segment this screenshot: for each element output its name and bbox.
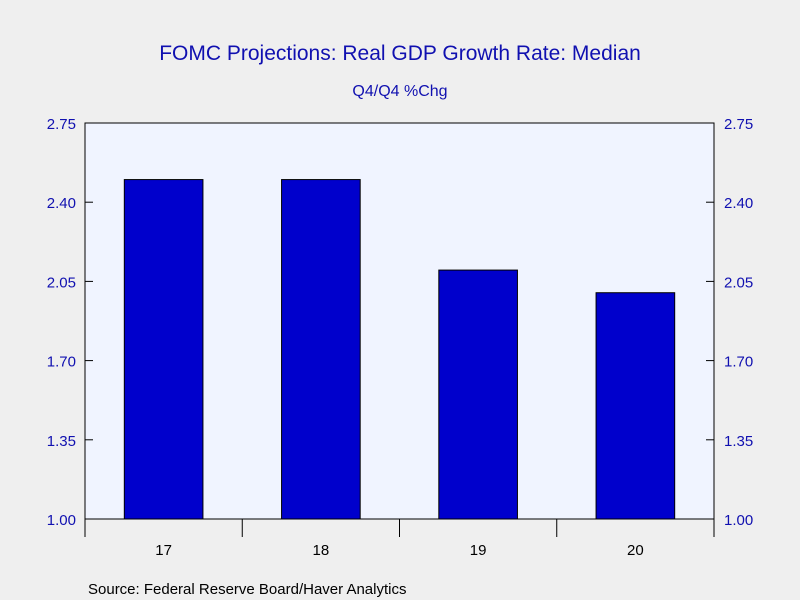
y-axis-right: 1.00 1.35 1.70 2.05 2.40 2.75 [706, 116, 753, 529]
y-tick-label-left: 2.75 [47, 116, 76, 133]
chart-title: FOMC Projections: Real GDP Growth Rate: … [159, 42, 641, 65]
x-tick-label-18: 18 [313, 542, 330, 559]
source-note: Source: Federal Reserve Board/Haver Anal… [88, 581, 406, 598]
y-axis-left: 1.00 1.35 1.70 2.05 2.40 2.75 [47, 116, 93, 529]
y-tick-label-right: 1.35 [724, 433, 753, 450]
y-tick-label-left: 1.00 [47, 512, 76, 529]
bar-17 [123, 179, 204, 520]
bar-18 [281, 179, 361, 520]
bars-group [123, 179, 676, 520]
y-tick-label-right: 1.70 [724, 354, 753, 371]
chart-subtitle: Q4/Q4 %Chg [352, 83, 447, 100]
y-tick-label-right: 2.75 [724, 116, 753, 133]
x-tick-label-17: 17 [155, 542, 172, 559]
y-tick-label-right: 2.05 [724, 274, 753, 291]
y-tick-label-left: 2.05 [47, 274, 76, 291]
y-tick-label-right: 1.00 [724, 512, 753, 529]
bar-20 [595, 292, 676, 520]
x-axis: 17 18 19 20 [84, 519, 715, 559]
x-tick-label-20: 20 [627, 542, 644, 559]
y-tick-label-left: 1.70 [47, 354, 76, 371]
x-tick-label-19: 19 [470, 542, 487, 559]
y-tick-label-left: 1.35 [47, 433, 76, 450]
y-tick-label-right: 2.40 [724, 195, 753, 212]
y-tick-label-left: 2.40 [47, 195, 76, 212]
bar-19 [438, 269, 518, 520]
